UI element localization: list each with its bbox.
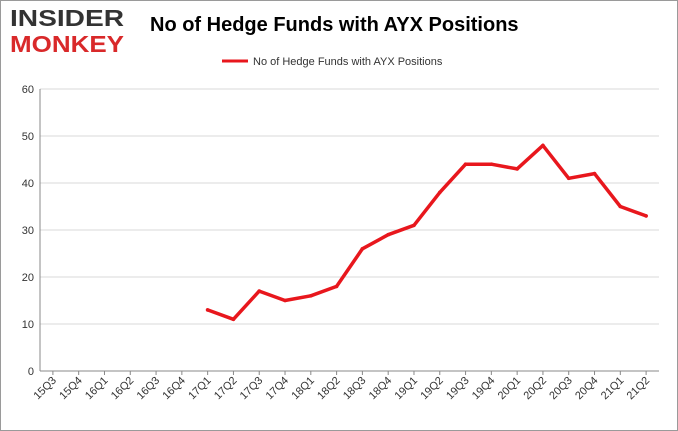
y-tick-labels: 0 10 20 30 40 50 60 [22, 84, 34, 378]
y-tick-label: 30 [22, 225, 34, 237]
x-tick-label: 17Q1 [186, 375, 214, 403]
data-point [618, 204, 623, 209]
y-tick-label: 20 [22, 272, 34, 284]
y-tick-label: 0 [28, 366, 34, 378]
data-point [566, 176, 571, 181]
data-point [412, 223, 416, 228]
x-tick-label: 17Q3 [238, 375, 266, 403]
data-point [644, 214, 648, 218]
insider-monkey-logo: INSIDER MONKEY [10, 5, 124, 56]
data-point [463, 162, 468, 166]
data-point [309, 294, 313, 298]
x-tick-label: 21Q1 [599, 375, 627, 403]
legend-label: No of Hedge Funds with AYX Positions [253, 56, 443, 68]
data-point [592, 171, 597, 176]
x-tick-label: 20Q4 [573, 375, 601, 403]
data-point [283, 298, 287, 303]
y-tick-label: 40 [22, 178, 34, 190]
series-lines [205, 143, 648, 322]
data-point [231, 317, 236, 322]
x-tick-label: 16Q4 [160, 375, 188, 403]
axes [39, 89, 659, 372]
logo-line-insider: INSIDER [10, 5, 124, 31]
grid-lines [40, 88, 659, 325]
x-tick-labels: 15Q315Q416Q116Q216Q316Q417Q117Q217Q317Q4… [31, 371, 652, 402]
data-point [205, 308, 210, 312]
x-tick-label: 16Q3 [135, 375, 163, 403]
series-line [205, 143, 648, 322]
y-tick-label: 60 [22, 84, 34, 96]
legend: No of Hedge Funds with AYX Positions [222, 56, 443, 68]
x-tick-label: 19Q3 [444, 375, 472, 403]
y-tick-label: 50 [22, 131, 34, 143]
logo-line-monkey: MONKEY [10, 31, 124, 56]
x-tick-label: 18Q2 [315, 375, 343, 403]
x-tick-label: 18Q4 [367, 375, 395, 403]
chart-title: No of Hedge Funds with AYX Positions [150, 14, 519, 36]
x-tick-label: 20Q1 [496, 375, 524, 403]
x-tick-label: 19Q1 [393, 375, 421, 403]
x-tick-label: 19Q2 [418, 375, 446, 403]
x-tick-label: 18Q1 [289, 375, 317, 403]
data-point [437, 190, 442, 195]
x-tick-label: 17Q4 [264, 375, 292, 403]
data-point [257, 289, 262, 293]
x-tick-label: 16Q1 [83, 375, 111, 403]
x-tick-label: 15Q3 [31, 375, 59, 403]
x-tick-label: 16Q2 [109, 375, 137, 403]
x-tick-label: 20Q3 [547, 375, 575, 403]
x-tick-label: 18Q3 [341, 375, 369, 403]
data-point [386, 232, 390, 237]
data-point [541, 143, 545, 148]
data-point [334, 284, 339, 289]
x-tick-label: 20Q2 [522, 375, 550, 403]
data-point [515, 167, 519, 171]
x-tick-label: 21Q2 [625, 375, 653, 403]
x-tick-label: 19Q4 [470, 375, 498, 403]
x-tick-label: 15Q4 [57, 375, 85, 403]
y-tick-label: 10 [22, 319, 34, 331]
data-point [489, 162, 494, 166]
data-point [360, 247, 365, 251]
x-tick-label: 17Q2 [212, 375, 240, 403]
